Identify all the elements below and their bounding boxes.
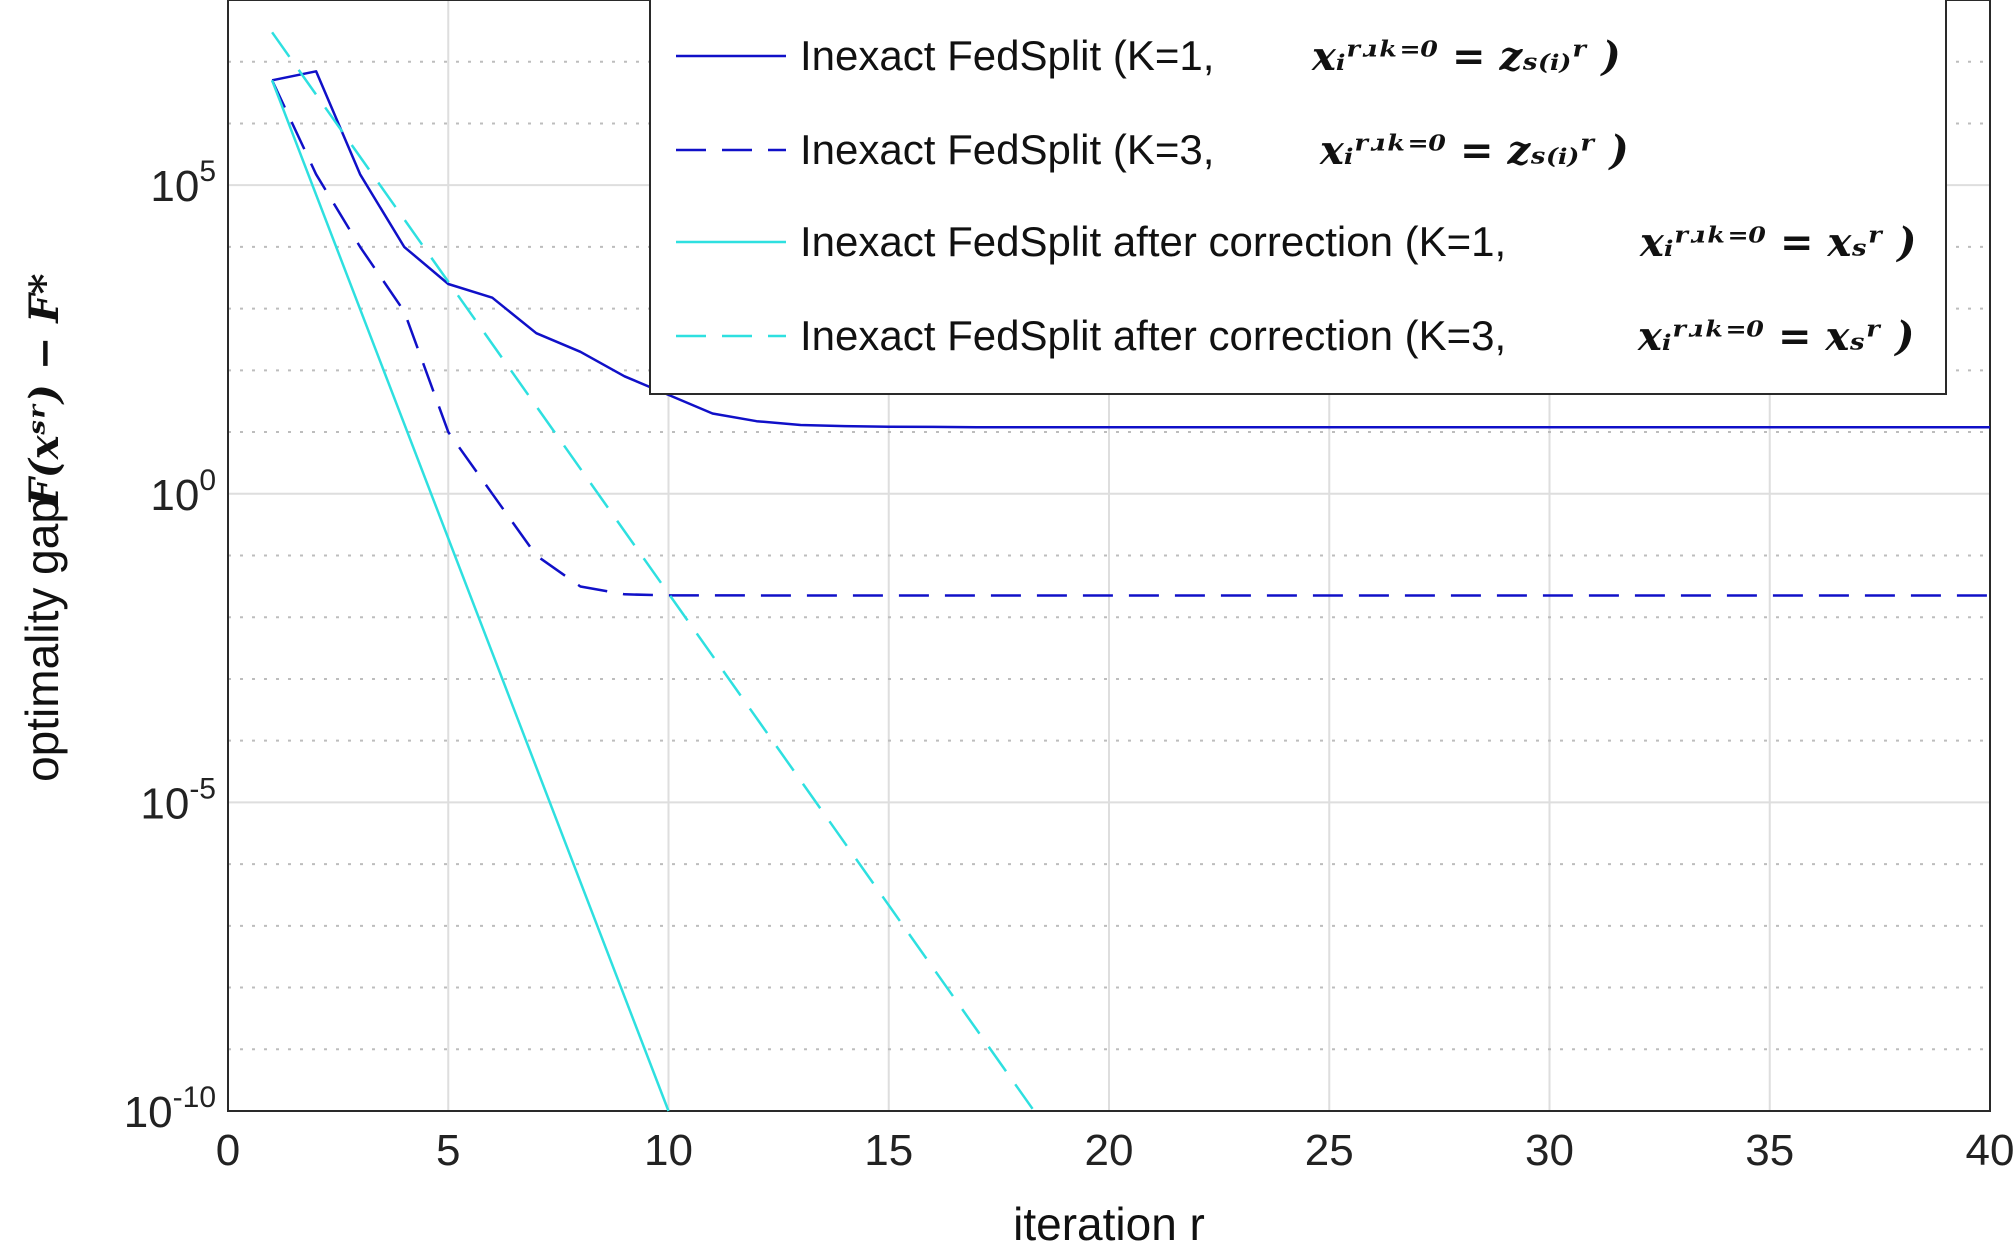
legend-label-3: Inexact FedSplit after correction (K=1, (800, 218, 1506, 265)
series-line-2 (270, 79, 1990, 597)
y-tick-label: 105 (150, 155, 216, 211)
y-axis-label: optimality gap (16, 498, 68, 782)
y-tick-label: 10-10 (124, 1081, 216, 1137)
x-tick-label: 10 (644, 1126, 693, 1175)
legend-math-3: xᵢʳʴᵏ⁼⁰ = xₛʳ ) (1639, 219, 1916, 266)
series-lines (270, 31, 1990, 1112)
series-line-1 (271, 70, 1990, 429)
x-tick-label: 20 (1085, 1126, 1134, 1175)
legend-math-2: xᵢʳʴᵏ⁼⁰ = zₛ₍ᵢ₎ʳ ) (1319, 127, 1629, 174)
x-tick-label: 15 (864, 1126, 913, 1175)
y-tick-label: 100 (150, 464, 216, 520)
legend: Inexact FedSplit (K=1, xᵢʳʴᵏ⁼⁰ = zₛ₍ᵢ₎ʳ )… (649, 0, 1947, 395)
tick-labels: 0 5 10 15 20 25 30 35 40 105 100 10-5 10-10 (124, 155, 2015, 1175)
x-tick-label: 25 (1305, 1126, 1354, 1175)
plot-frame (227, 0, 1991, 1112)
legend-items: Inexact FedSplit (K=1, xᵢʳʴᵏ⁼⁰ = zₛ₍ᵢ₎ʳ )… (676, 32, 1916, 360)
y-axis-label-group: optimality gap F(xˢʳ) − F* (16, 273, 68, 782)
x-tick-label: 0 (216, 1126, 240, 1175)
x-tick-label: 35 (1745, 1126, 1794, 1175)
x-tick-label: 40 (1966, 1126, 2015, 1175)
y-tick-label: 10-5 (140, 772, 216, 828)
x-tick-label: 30 (1525, 1126, 1574, 1175)
legend-label-4: Inexact FedSplit after correction (K=3, (800, 312, 1506, 359)
legend-math-4: xᵢʳʴᵏ⁼⁰ = xₛʳ ) (1637, 313, 1914, 360)
y-axis-math-label: F(xˢʳ) − F* (21, 273, 68, 507)
legend-label-2: Inexact FedSplit (K=3, (800, 126, 1214, 173)
legend-math-1: xᵢʳʴᵏ⁼⁰ = zₛ₍ᵢ₎ʳ ) (1311, 33, 1621, 80)
x-axis-label: iteration r (1013, 1198, 1205, 1250)
legend-box (649, 0, 1947, 395)
x-tick-label: 5 (436, 1126, 460, 1175)
series-line-3 (270, 79, 670, 1112)
series-line-4 (271, 31, 1036, 1112)
legend-label-1: Inexact FedSplit (K=1, (800, 32, 1214, 79)
